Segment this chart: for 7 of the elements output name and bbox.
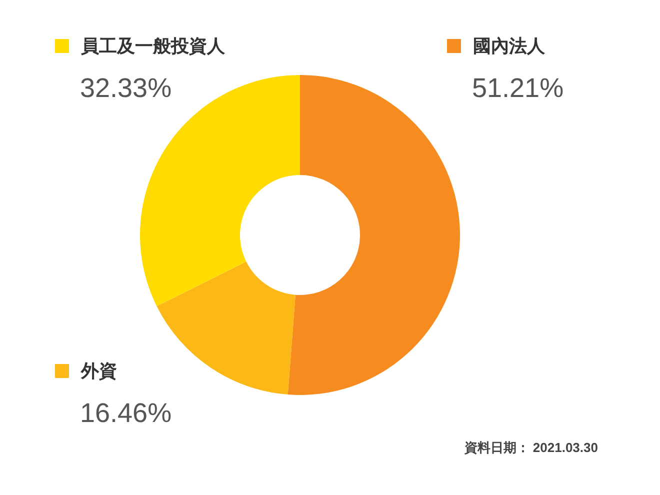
data-label: 51.21% [472,73,564,103]
data-label: 16.46% [80,398,172,428]
legend-label: 員工及一般投資人 [80,36,226,56]
legend-label: 外資 [80,361,117,381]
legend-label: 國內法人 [473,36,546,56]
data-label: 32.33% [80,73,172,103]
text: 資料日期： 2021.03.30 [463,440,598,455]
